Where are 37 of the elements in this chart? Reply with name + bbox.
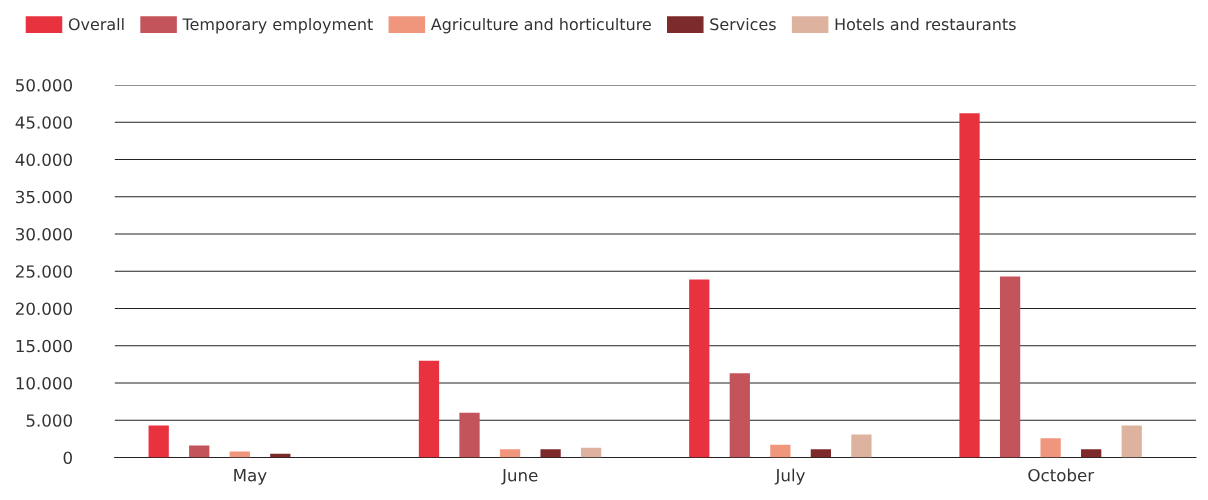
bar (770, 444, 791, 458)
y-tick-label: 0 (63, 451, 72, 465)
y-tick-label: 35.000 (16, 190, 72, 204)
x-tick-label: October (1028, 468, 1095, 482)
legend-label: Temporary employment (182, 17, 373, 34)
bar (851, 434, 872, 458)
bar (1081, 449, 1102, 458)
bar (1121, 425, 1142, 458)
legend-label: Overall (68, 17, 124, 31)
y-tick-label: 20.000 (16, 302, 72, 316)
bar (148, 425, 169, 458)
x-tick-label: June (501, 469, 538, 485)
bar (499, 449, 521, 458)
bar (729, 373, 750, 458)
bar (959, 113, 980, 458)
bar (1040, 438, 1061, 458)
y-tick-label: 5.000 (26, 414, 72, 427)
legend-label: Services (710, 17, 776, 31)
legend-label: Hotels and restaurants (835, 17, 1016, 31)
bar (689, 279, 710, 458)
y-tick-label: 25.000 (16, 265, 72, 278)
bar (999, 276, 1021, 458)
x-tick-label: July (774, 468, 805, 485)
y-tick-label: 30.000 (16, 227, 72, 241)
bar (459, 412, 480, 458)
bar (189, 445, 210, 458)
bar (418, 360, 440, 458)
y-tick-label: 10.000 (16, 376, 72, 390)
bar (810, 449, 832, 458)
y-tick-label: 45.000 (15, 116, 72, 129)
y-tick-label: 40.000 (15, 153, 72, 167)
x-tick-label: May (234, 469, 267, 485)
bar (581, 447, 602, 458)
bar (540, 449, 561, 458)
y-tick-label: 50.000 (16, 78, 72, 92)
y-tick-label: 15.000 (16, 339, 72, 353)
legend-label: Agriculture and horticulture (430, 17, 651, 34)
